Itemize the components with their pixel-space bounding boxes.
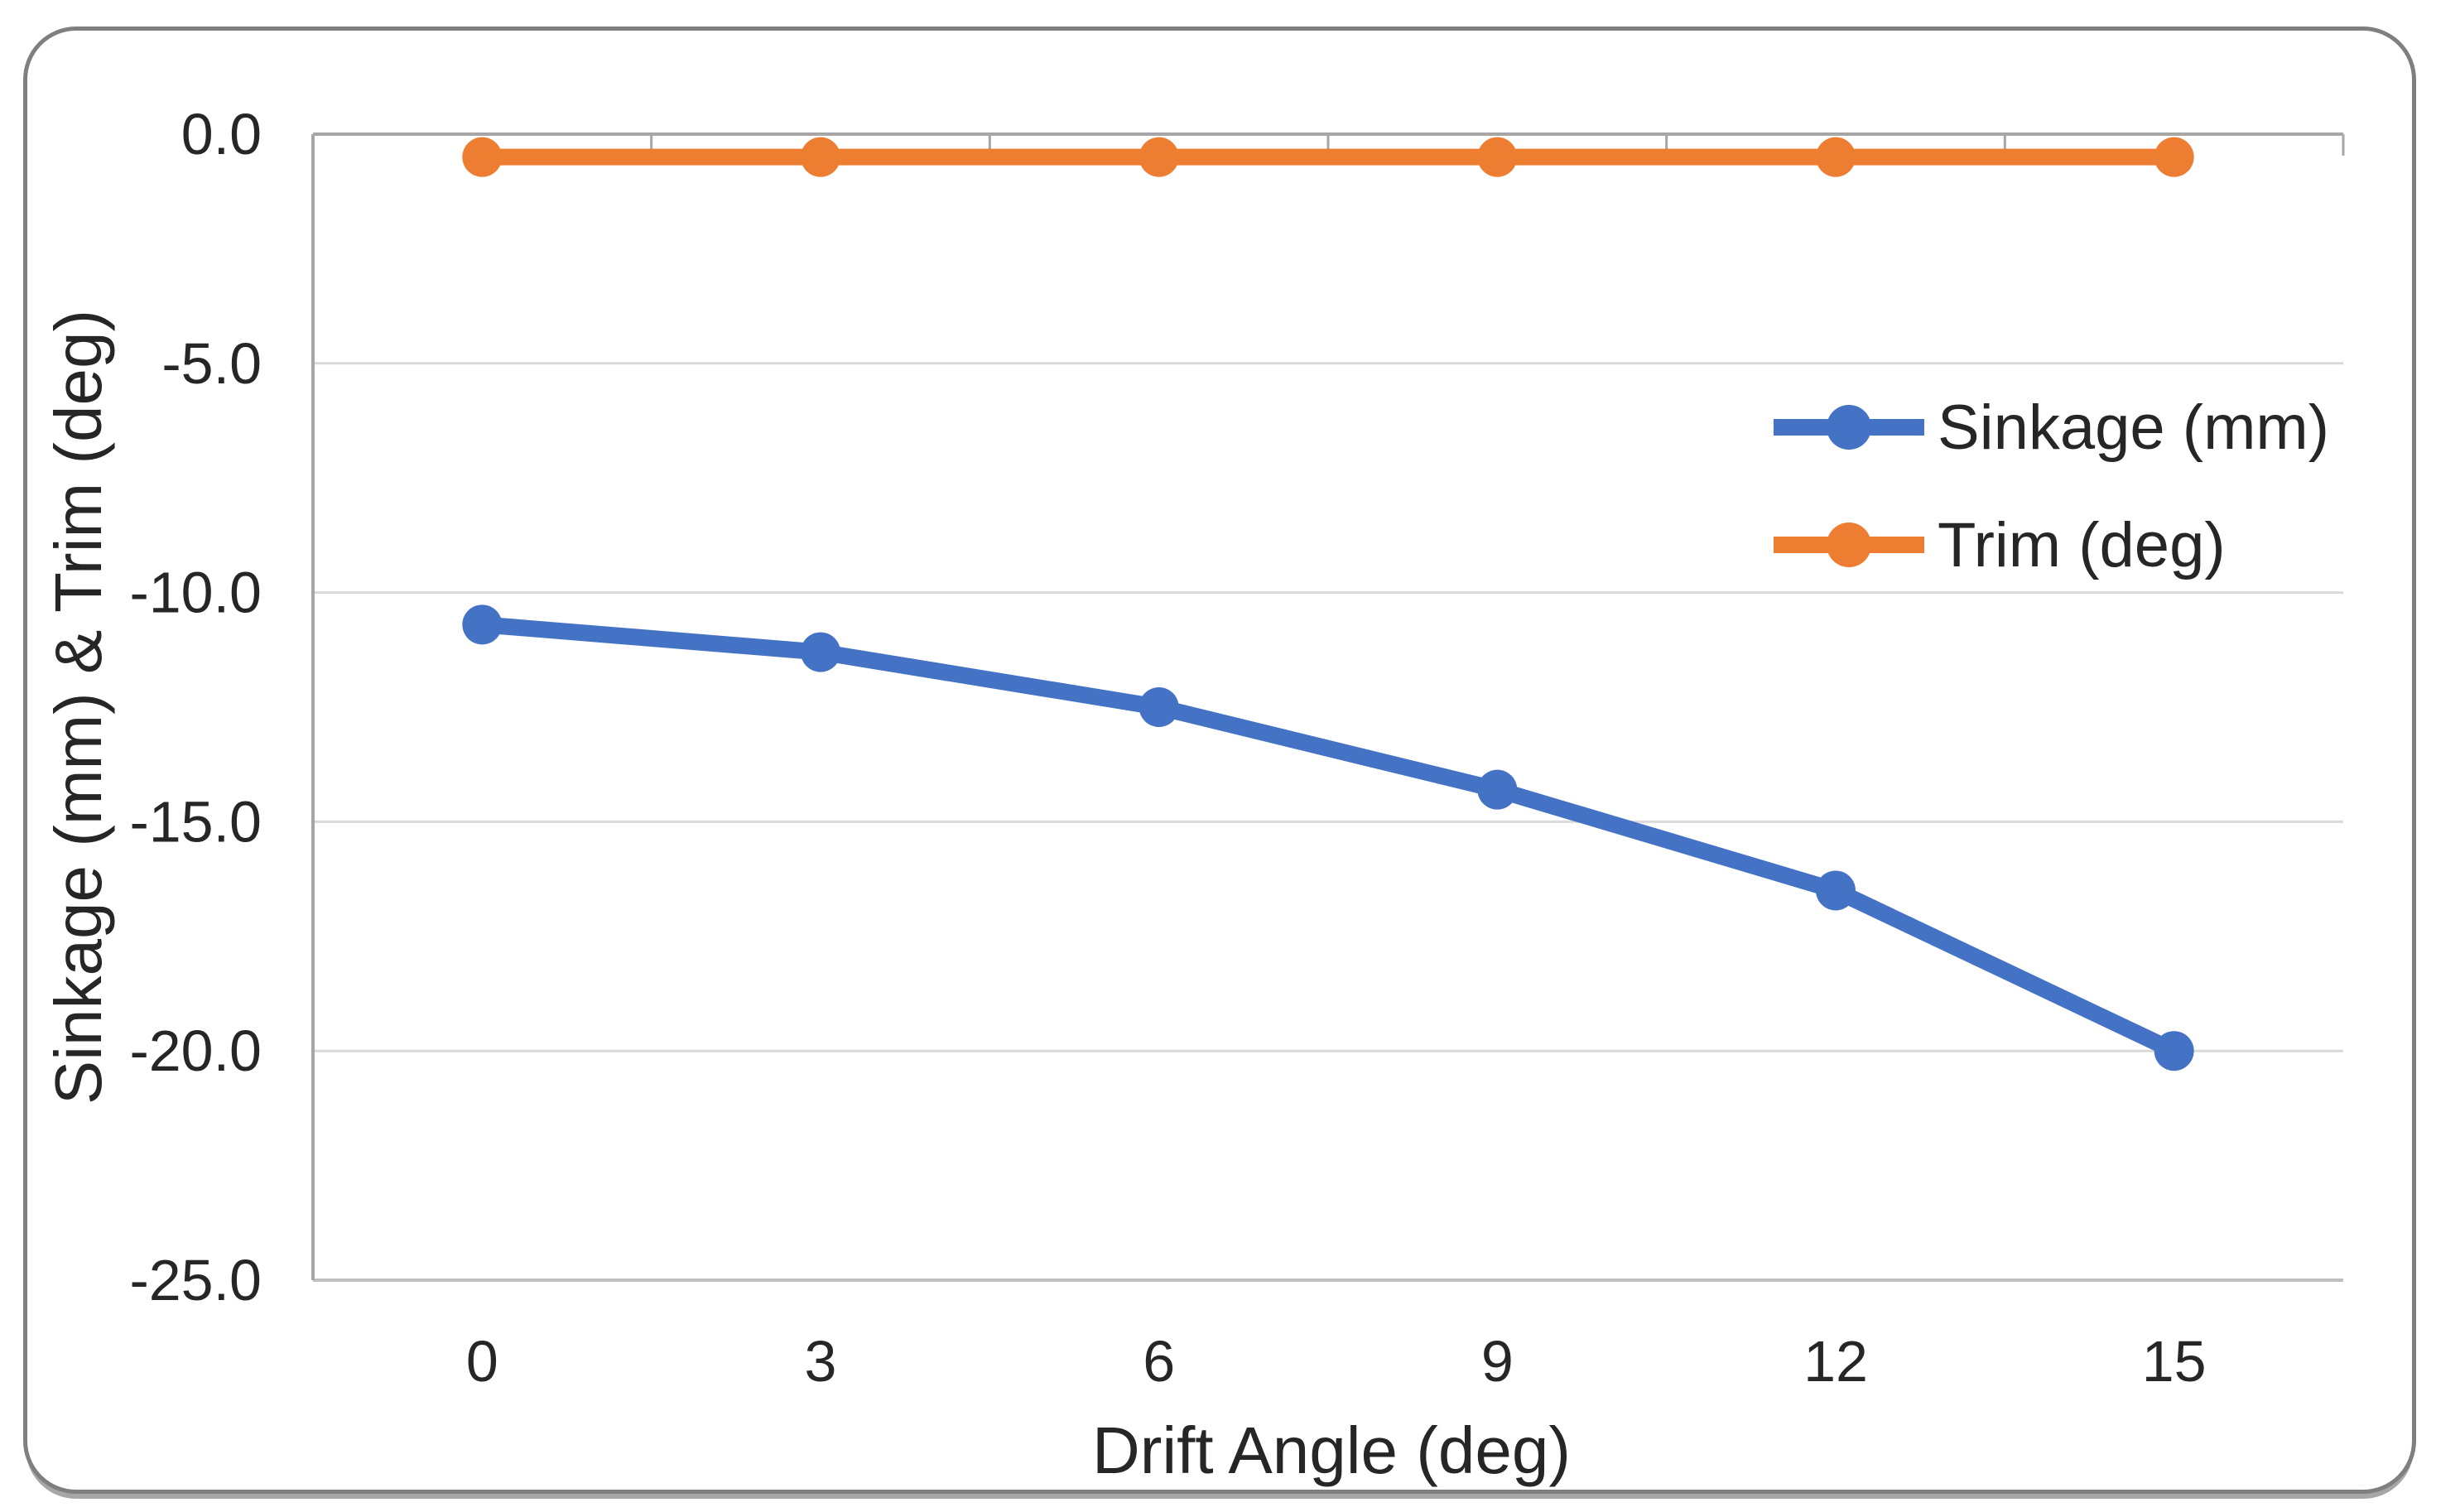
data-point-trim-deg-12 (1816, 137, 1856, 177)
data-point-sinkage-mm-6 (1139, 687, 1179, 727)
legend-item-sinkage: Sinkage (mm) (1770, 392, 2329, 463)
x-tick-label: 12 (1803, 1329, 1868, 1394)
y-tick-label: -10.0 (129, 561, 262, 625)
y-tick-label: 0.0 (181, 102, 262, 166)
x-tick-label: 9 (1481, 1329, 1514, 1394)
data-point-trim-deg-0 (462, 137, 503, 177)
x-axis-title: Drift Angle (deg) (1091, 1413, 1572, 1487)
y-tick-label: -20.0 (129, 1018, 262, 1083)
legend-label-sinkage: Sinkage (mm) (1938, 392, 2329, 463)
x-tick-label: 0 (466, 1329, 498, 1394)
x-tick-label: 3 (805, 1329, 837, 1394)
data-point-sinkage-mm-15 (2154, 1031, 2194, 1071)
y-tick-label: -5.0 (161, 331, 262, 396)
y-axis-title: Sinkage (mm) & Trim (deg) (41, 309, 115, 1105)
legend-marker-trim-icon (1774, 522, 1924, 567)
y-tick-label: -25.0 (129, 1248, 262, 1312)
legend-marker-sinkage-icon (1774, 405, 1924, 450)
y-tick-label: -15.0 (129, 789, 262, 854)
legend-item-trim: Trim (deg) (1770, 509, 2226, 580)
data-point-trim-deg-6 (1139, 137, 1179, 177)
legend-label-trim: Trim (deg) (1938, 509, 2226, 580)
x-tick-label: 15 (2142, 1329, 2207, 1394)
data-point-trim-deg-3 (801, 137, 840, 177)
figure-border (23, 26, 2416, 1494)
series-line-sinkage-mm (474, 616, 2183, 1060)
data-point-sinkage-mm-9 (1477, 769, 1518, 810)
data-point-trim-deg-15 (2154, 137, 2194, 177)
data-point-sinkage-mm-0 (462, 604, 503, 645)
x-tick-label: 6 (1143, 1329, 1175, 1394)
data-point-sinkage-mm-3 (801, 632, 840, 672)
data-point-trim-deg-9 (1477, 137, 1518, 177)
data-point-sinkage-mm-12 (1816, 870, 1856, 911)
